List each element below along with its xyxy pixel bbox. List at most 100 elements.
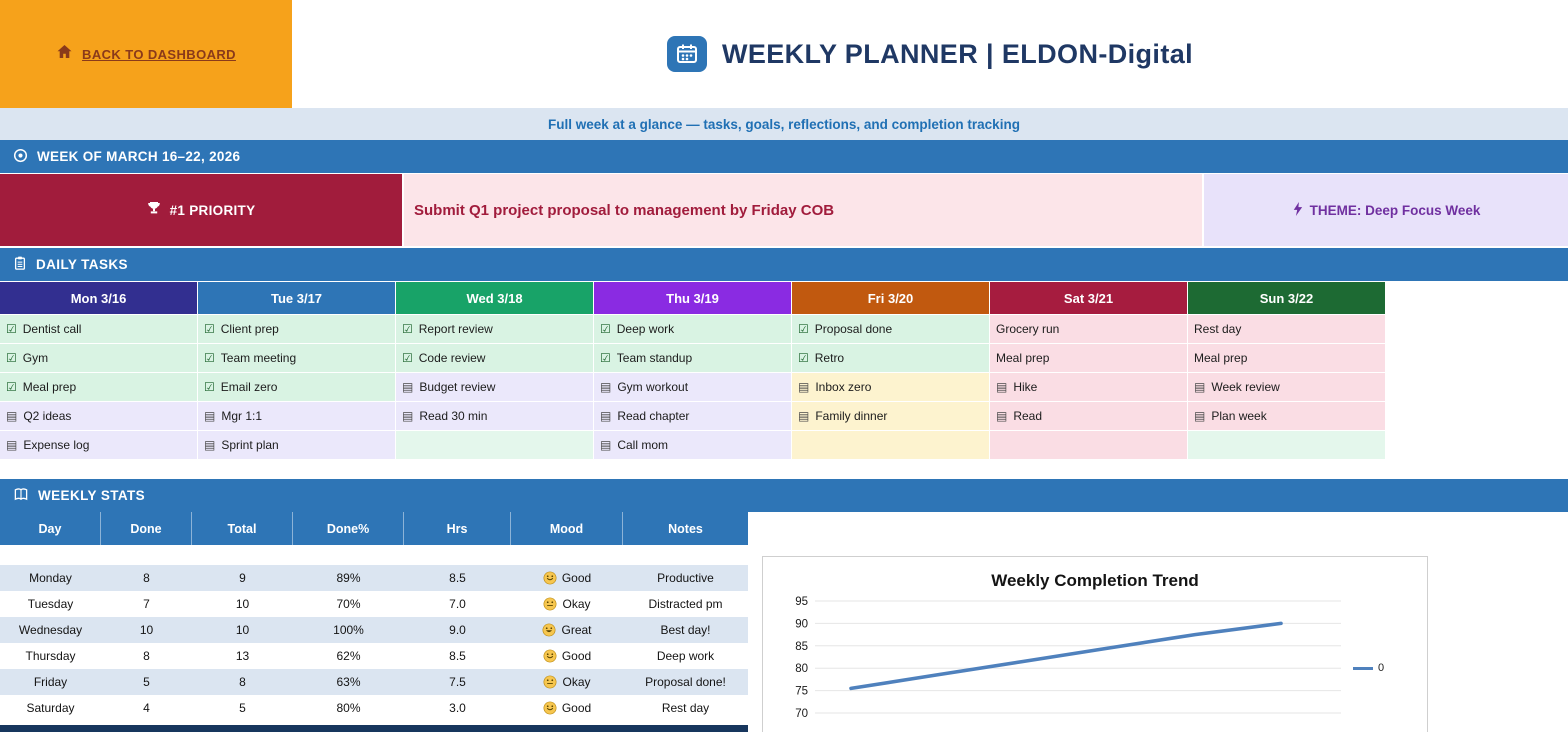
top-bar: BACK TO DASHBOARD WEEKLY PLANNER | ELDON… (0, 0, 1568, 108)
task-cell-sun-r3[interactable]: ▤ Week review (1188, 373, 1385, 401)
task-cell-mon-r4[interactable]: ▤ Q2 ideas (0, 402, 197, 430)
y-tick-label: 95 (795, 596, 808, 608)
y-tick-label: 80 (795, 663, 808, 675)
task-cell-mon-r1[interactable]: ☑ Dentist call (0, 315, 197, 343)
task-cell-wed-r3[interactable]: ▤ Budget review (396, 373, 593, 401)
day-header-wed: Wed 3/18 (396, 282, 593, 314)
day-header-sun: Sun 3/22 (1188, 282, 1385, 314)
task-cell-wed-r2[interactable]: ☑ Code review (396, 344, 593, 372)
task-label: Family dinner (815, 409, 888, 423)
task-cell-sat-r3[interactable]: ▤ Hike (990, 373, 1187, 401)
back-to-dashboard-label: BACK TO DASHBOARD (82, 46, 236, 62)
task-cell-fri-r1[interactable]: ☑ Proposal done (792, 315, 989, 343)
back-to-dashboard-button[interactable]: BACK TO DASHBOARD (0, 0, 292, 108)
stats-day-cell: Thursday (25, 649, 76, 663)
chart-body: 95 90 85 80 75 70 0 (763, 593, 1427, 732)
mood-neutral-icon (544, 597, 557, 611)
task-label: Email zero (220, 380, 278, 394)
task-cell-tue-r2[interactable]: ☑ Team meeting (198, 344, 395, 372)
pending-box-icon: ▤ (996, 409, 1008, 423)
task-cell-mon-r2[interactable]: ☑ Gym (0, 344, 197, 372)
priority-text-cell[interactable]: Submit Q1 project proposal to management… (404, 174, 1202, 246)
pending-box-icon: ▤ (1194, 380, 1206, 394)
task-cell-tue-r1[interactable]: ☑ Client prep (198, 315, 395, 343)
pending-box-icon: ▤ (6, 409, 18, 423)
stats-zone: Day Done Total Done% Hrs Mood Notes Monday 8 9 89%… (0, 512, 1568, 732)
task-cell-fri-r2[interactable]: ☑ Retro (792, 344, 989, 372)
stats-notes-cell: Rest day (661, 701, 710, 715)
task-cell-wed-r4[interactable]: ▤ Read 30 min (396, 402, 593, 430)
task-cell-sat-r1[interactable]: Grocery run (990, 315, 1187, 343)
daily-tasks-title: DAILY TASKS (36, 257, 128, 272)
checked-box-icon: ☑ (6, 380, 17, 394)
y-tick-label: 85 (795, 641, 808, 653)
target-icon (13, 148, 28, 166)
theme-cell: THEME: Deep Focus Week (1204, 174, 1568, 246)
task-cell-sun-r2[interactable]: Meal prep (1188, 344, 1385, 372)
task-label: Grocery run (996, 322, 1060, 336)
legend-series-label: 0 (1378, 662, 1385, 674)
task-label: Proposal done (814, 322, 893, 336)
stats-done-cell: 4 (143, 701, 150, 715)
task-cell-wed-r1[interactable]: ☑ Report review (396, 315, 593, 343)
pending-box-icon: ▤ (402, 380, 414, 394)
task-label: Rest day (1194, 322, 1242, 336)
stats-total-cell: 8 (192, 669, 293, 695)
trend-line (849, 621, 1283, 691)
stats-total-cell: 10 (192, 617, 293, 643)
stats-total-cell: 10 (235, 597, 250, 611)
mood-grin-icon (543, 623, 556, 637)
task-label: Code review (418, 351, 486, 365)
priority-text: Submit Q1 project proposal to management… (414, 201, 835, 219)
chart-title: Weekly Completion Trend (991, 571, 1199, 590)
mood-smile-icon (543, 701, 557, 715)
stats-header-day: Day (0, 512, 101, 545)
task-label: Hike (1013, 380, 1038, 394)
daily-tasks-section-header: DAILY TASKS (0, 248, 1568, 281)
stats-hrs-cell: 7.0 (449, 597, 466, 611)
stats-done-cell: 10 (101, 617, 192, 643)
task-cell-mon-r5[interactable]: ▤ Expense log (0, 431, 197, 459)
task-cell-thu-r1[interactable]: ☑ Deep work (594, 315, 791, 343)
task-label: Retro (814, 351, 845, 365)
pending-box-icon: ▤ (798, 409, 810, 423)
task-cell-sat-r4[interactable]: ▤ Read (990, 402, 1187, 430)
stats-hrs-cell: 9.0 (404, 617, 511, 643)
stats-done-cell: 8 (143, 649, 150, 663)
stats-header-done: Done (101, 512, 192, 545)
stats-total-cell: 13 (235, 649, 250, 663)
stats-header-donepct: Done% (293, 512, 404, 545)
checked-box-icon: ☑ (402, 322, 413, 336)
task-cell-fri-r4[interactable]: ▤ Family dinner (792, 402, 989, 430)
task-cell-thu-r3[interactable]: ▤ Gym workout (594, 373, 791, 401)
task-cell-thu-r5[interactable]: ▤ Call mom (594, 431, 791, 459)
task-cell-thu-r2[interactable]: ☑ Team standup (594, 344, 791, 372)
task-cell-mon-r3[interactable]: ☑ Meal prep (0, 373, 197, 401)
task-cell-thu-r4[interactable]: ▤ Read chapter (594, 402, 791, 430)
pending-box-icon: ▤ (600, 438, 612, 452)
y-tick-label: 75 (795, 686, 808, 698)
stats-notes-cell: Best day! (623, 617, 748, 643)
day-header-sat: Sat 3/21 (990, 282, 1187, 314)
task-cell-tue-r3[interactable]: ☑ Email zero (198, 373, 395, 401)
task-label: Gym (22, 351, 49, 365)
task-cell-sun-r5 (1188, 431, 1385, 459)
task-cell-sun-r4[interactable]: ▤ Plan week (1188, 402, 1385, 430)
task-cell-tue-r5[interactable]: ▤ Sprint plan (198, 431, 395, 459)
clipboard-icon (13, 255, 27, 274)
trend-line-plot: 95 90 85 80 75 70 (795, 596, 1341, 720)
stats-total-cell: 5 (239, 701, 246, 715)
task-cell-tue-r4[interactable]: ▤ Mgr 1:1 (198, 402, 395, 430)
task-label: Expense log (23, 438, 90, 452)
task-label: Read 30 min (419, 409, 488, 423)
trophy-icon (147, 201, 161, 219)
stats-notes-cell: Proposal done! (623, 669, 748, 695)
task-cell-fri-r3[interactable]: ▤ Inbox zero (792, 373, 989, 401)
stats-mood-cell: Good (511, 695, 623, 721)
stats-header-mood: Mood (511, 512, 623, 545)
task-cell-sat-r2[interactable]: Meal prep (990, 344, 1187, 372)
stats-header-notes: Notes (623, 512, 748, 545)
task-cell-sun-r1[interactable]: Rest day (1188, 315, 1385, 343)
task-label: Report review (418, 322, 493, 336)
task-label: Meal prep (22, 380, 77, 394)
